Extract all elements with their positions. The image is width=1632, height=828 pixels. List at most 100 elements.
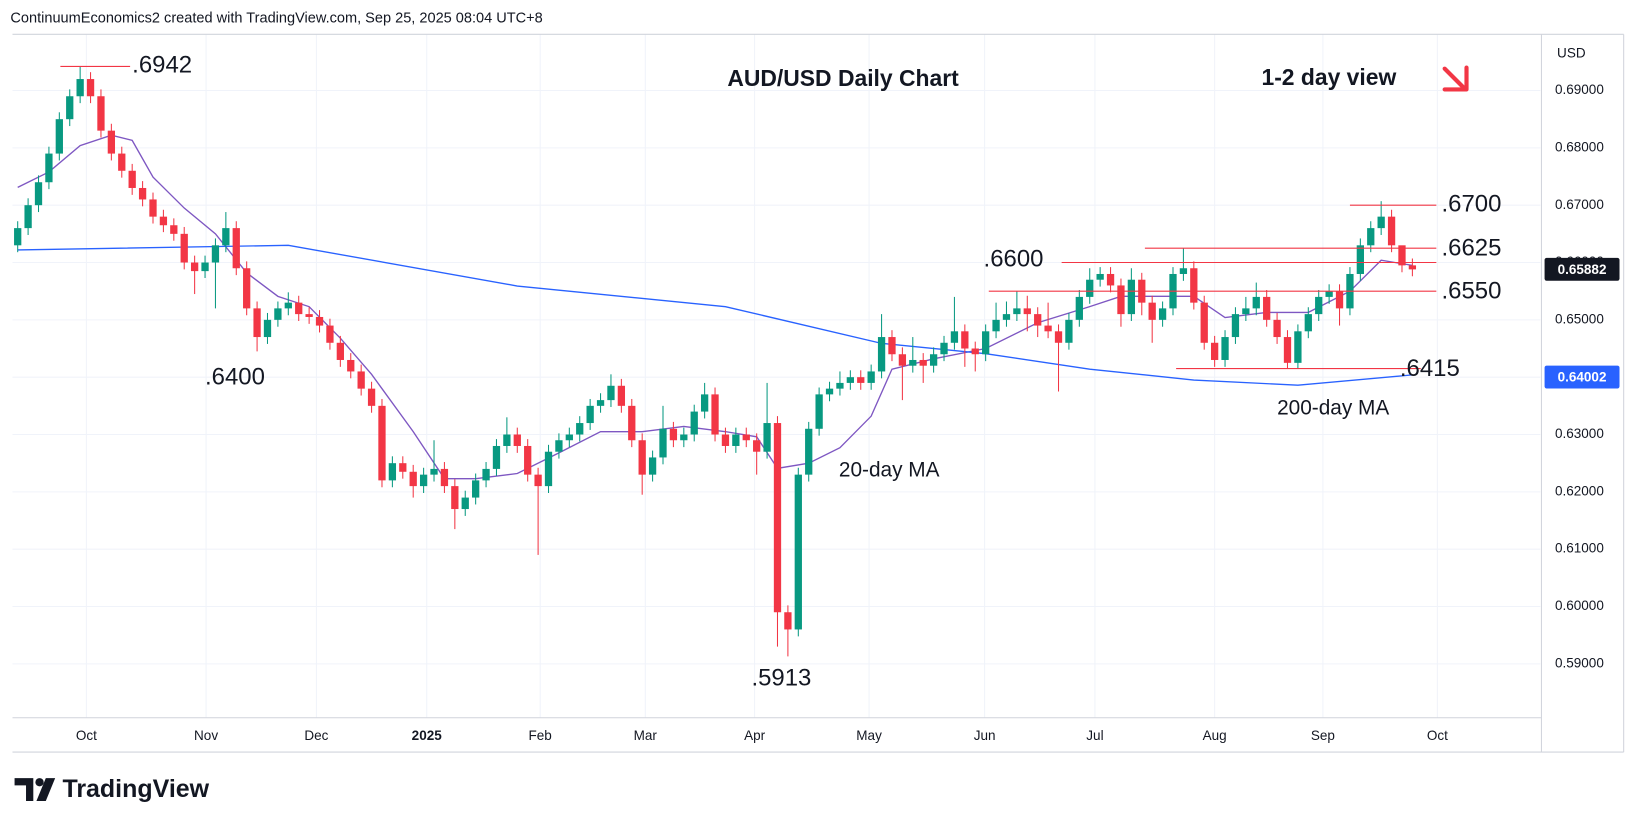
candle-body [909, 359, 917, 366]
candle-body [617, 385, 626, 406]
candle-body [1096, 273, 1104, 280]
down-arrow [1442, 65, 1469, 92]
candle-body [1315, 296, 1323, 315]
candle-body [336, 342, 344, 360]
candle-body [784, 612, 792, 630]
logo-mark [14, 778, 34, 801]
candle-body [1002, 314, 1011, 320]
candle-body [1252, 296, 1260, 309]
candle-body [742, 434, 750, 441]
x-tick-label: Aug [1203, 728, 1227, 743]
candle-body [1263, 296, 1271, 320]
candle-body [607, 385, 615, 401]
moving-average-label: 20-day MA [839, 459, 940, 482]
y-tick-label: 0.61000 [1555, 541, 1604, 556]
candle-body [1148, 302, 1156, 320]
candle-body [1190, 268, 1198, 303]
candle-body [97, 96, 105, 131]
y-tick-label: 0.65000 [1555, 311, 1604, 326]
price-label: 0.65882 [1558, 262, 1607, 277]
candle-body [576, 423, 584, 435]
moving-average-label: 200-day MA [1277, 396, 1389, 419]
candle-body [846, 377, 854, 383]
candle-body [544, 451, 553, 487]
candle-body [773, 423, 782, 613]
x-tick-label: 2025 [412, 728, 443, 743]
candle-body [992, 319, 1000, 332]
candle-body [45, 153, 53, 183]
price-label: 0.64002 [1558, 370, 1607, 385]
level-label: .6600 [984, 246, 1044, 273]
candle-body [1200, 302, 1208, 343]
candle-body [867, 371, 875, 383]
candle-body [596, 400, 605, 406]
level-label: .6942 [132, 52, 192, 79]
candle-body [1231, 314, 1240, 338]
candle-body [1106, 273, 1115, 286]
candle-body [472, 480, 480, 498]
candle-body [232, 228, 240, 269]
candle-body [805, 428, 813, 475]
candle-body [669, 428, 678, 441]
candle-body [326, 325, 334, 343]
candle-body [877, 337, 886, 372]
candle-body [1086, 279, 1094, 297]
candle-body [700, 394, 709, 412]
candle-body [1242, 308, 1250, 315]
level-label: .5913 [751, 665, 811, 692]
brand-logo [14, 778, 56, 801]
candle-body [347, 359, 355, 372]
candle-body [118, 153, 126, 171]
header-attribution: ContinuumEconomics2 created with Trading… [10, 11, 542, 27]
candle-body [190, 262, 199, 272]
candle-body [721, 434, 730, 446]
candle-body [1304, 314, 1312, 332]
candle-body [1127, 279, 1136, 315]
candle-body [159, 216, 168, 226]
candle-body [524, 445, 532, 475]
candle-body [836, 382, 844, 389]
candle-body [419, 474, 428, 487]
candle-body [86, 79, 95, 97]
candle-body [659, 428, 667, 458]
candle-body [638, 440, 646, 475]
candle-body [586, 405, 594, 424]
candle-body [1367, 228, 1375, 246]
candle-body [565, 434, 573, 441]
candle-body [1210, 342, 1219, 360]
chart-subtitle: 1-2 day view [1261, 64, 1396, 90]
candle-body [794, 474, 802, 630]
candle-body [430, 468, 438, 475]
candle-body [440, 468, 449, 487]
candle-body [1158, 308, 1167, 320]
candle-body [1054, 331, 1063, 343]
candle-body [1065, 319, 1073, 343]
candle-body [138, 187, 147, 200]
candle-body [1356, 245, 1364, 274]
candle-body [732, 434, 740, 446]
candle-body [919, 359, 927, 366]
candle-body [1387, 216, 1396, 246]
candle-body [461, 497, 469, 510]
x-tick-label: May [856, 728, 882, 743]
candle-body [24, 205, 32, 229]
candle-body [940, 342, 948, 355]
candle-body [211, 245, 220, 263]
candle-body [263, 319, 272, 338]
candle-body [1398, 245, 1406, 266]
candle-body [982, 331, 990, 355]
y-tick-label: 0.62000 [1555, 483, 1604, 498]
y-tick-label: 0.60000 [1555, 598, 1604, 613]
candle-body [305, 314, 313, 317]
price-label-box [1544, 365, 1620, 389]
candle-body [1075, 296, 1083, 320]
y-tick-label: 0.59000 [1555, 655, 1604, 670]
candle-body [55, 119, 63, 154]
candle-body [1283, 337, 1292, 363]
candle-body [367, 388, 376, 406]
candle-body [222, 228, 230, 246]
candle-body [1013, 308, 1021, 315]
x-tick-label: Oct [76, 728, 97, 743]
candle-body [1044, 325, 1052, 332]
